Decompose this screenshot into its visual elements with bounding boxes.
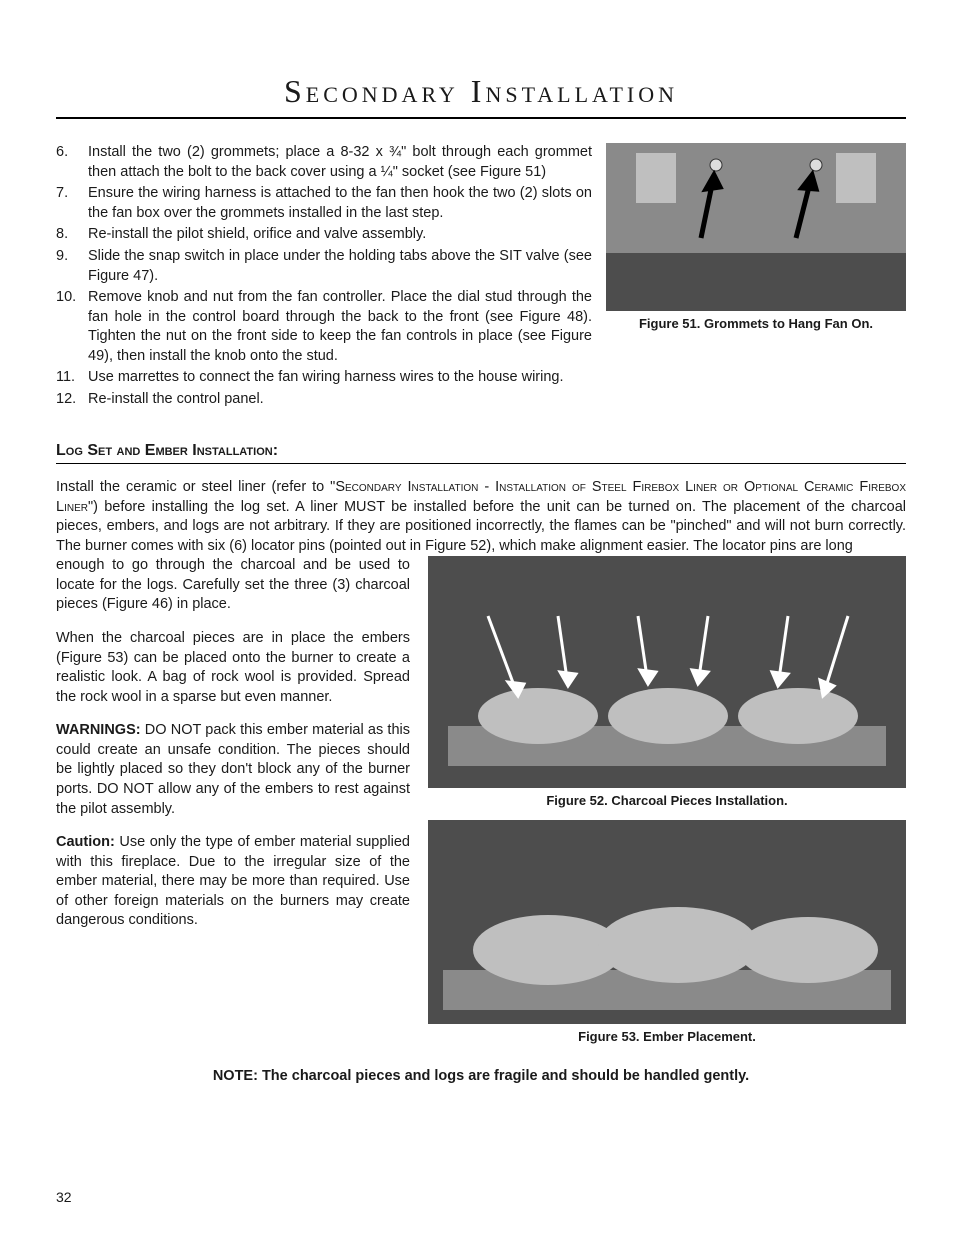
step-10: 10.Remove knob and nut from the fan cont… xyxy=(56,288,592,366)
figure-52: Figure 52. Charcoal Pieces Installation. xyxy=(428,556,906,810)
step-6: 6.Install the two (2) grommets; place a … xyxy=(56,143,592,182)
figure-53-caption: Figure 53. Ember Placement. xyxy=(428,1028,906,1046)
figure-53: Figure 53. Ember Placement. xyxy=(428,820,906,1046)
note-line: NOTE: The charcoal pieces and logs are f… xyxy=(56,1067,906,1087)
figure-52-caption: Figure 52. Charcoal Pieces Installation. xyxy=(428,792,906,810)
step-text: Install the two (2) grommets; place a 8-… xyxy=(88,143,592,182)
step-8: 8.Re-install the pilot shield, orifice a… xyxy=(56,225,592,245)
step-number: 10. xyxy=(56,288,88,366)
figure-51-image xyxy=(606,143,906,311)
intro-text-2: ") before installing the log set. A line… xyxy=(56,499,906,554)
page-title: Secondary Installation xyxy=(56,70,906,119)
step-12: 12.Re-install the control panel. xyxy=(56,390,906,410)
step-number: 9. xyxy=(56,247,88,286)
warnings-label: WARNINGS: xyxy=(56,722,141,738)
step-text: Slide the snap switch in place under the… xyxy=(88,247,592,286)
step-11: 11.Use marrettes to connect the fan wiri… xyxy=(56,368,906,388)
step-text: Re-install the control panel. xyxy=(88,390,906,410)
step-text: Re-install the pilot shield, orifice and… xyxy=(88,225,592,245)
step-number: 7. xyxy=(56,184,88,223)
step-text: Ensure the wiring harness is attached to… xyxy=(88,184,592,223)
step-number: 8. xyxy=(56,225,88,245)
step-number: 6. xyxy=(56,143,88,182)
step-number: 11. xyxy=(56,368,88,388)
step-text: Use marrettes to connect the fan wiring … xyxy=(88,368,906,388)
intro-paragraph: Install the ceramic or steel liner (refe… xyxy=(56,478,906,556)
caution-label: Caution: xyxy=(56,834,115,850)
step-number: 12. xyxy=(56,390,88,410)
figure-53-image xyxy=(428,820,906,1024)
figure-51: Figure 51. Grommets to Hang Fan On. xyxy=(606,143,906,333)
figure-52-image xyxy=(428,556,906,788)
top-section: Figure 51. Grommets to Hang Fan On. 6.In… xyxy=(56,143,906,411)
step-9: 9.Slide the snap switch in place under t… xyxy=(56,247,592,286)
step-text: Remove knob and nut from the fan control… xyxy=(88,288,592,366)
page-number: 32 xyxy=(56,1188,72,1207)
step-7: 7.Ensure the wiring harness is attached … xyxy=(56,184,592,223)
figure-51-caption: Figure 51. Grommets to Hang Fan On. xyxy=(606,315,906,333)
intro-text-1: Install the ceramic or steel liner (refe… xyxy=(56,479,335,495)
section-heading-log-set: Log Set and Ember Installation: xyxy=(56,440,906,465)
figure-stack: Figure 52. Charcoal Pieces Installation.… xyxy=(428,556,906,1045)
lower-section: Figure 52. Charcoal Pieces Installation.… xyxy=(56,556,906,1045)
